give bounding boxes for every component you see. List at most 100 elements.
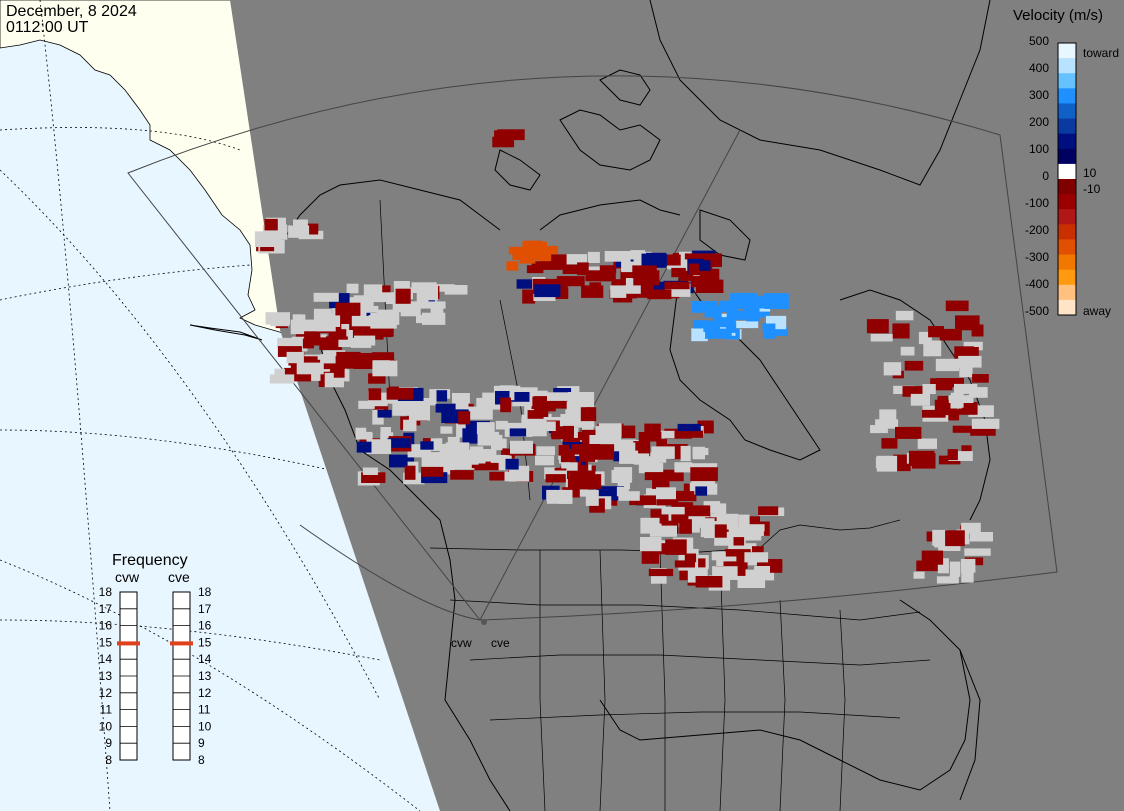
scatter-cell <box>644 423 661 435</box>
scatter-cell <box>945 300 969 312</box>
scatter-cell <box>671 449 683 460</box>
scatter-cell <box>726 310 747 320</box>
scatter-cell <box>928 326 944 338</box>
scatter-cell <box>736 543 757 552</box>
scatter-cell <box>674 560 695 568</box>
frequency-scale-labels: 18 18 17 17 16 16 15 15 14 14 13 13 12 12 11 11 10 10 9 9 8 8 <box>99 585 212 767</box>
freq-scale-label-right: 15 <box>198 635 212 649</box>
scatter-cell <box>875 419 899 429</box>
scatter-cell <box>573 395 586 407</box>
scatter-cell <box>562 264 579 274</box>
scatter-cell <box>518 387 538 397</box>
scatter-cell <box>656 487 676 500</box>
scatter-cell <box>577 262 589 276</box>
legend-tick-label: 300 <box>1029 88 1049 102</box>
scatter-cell <box>351 315 380 327</box>
scatter-cell <box>656 439 667 453</box>
scatter-cell <box>452 393 470 404</box>
scatter-cell <box>269 374 295 384</box>
political-borders <box>379 199 931 811</box>
scatter-cell <box>368 315 393 327</box>
scatter-cell <box>476 422 495 435</box>
scatter-cell <box>936 378 964 388</box>
scatter-cell <box>713 317 736 328</box>
header-time: 0112:00 UT <box>6 19 89 36</box>
scatter-cell <box>644 472 667 481</box>
scatter-cell <box>690 467 718 482</box>
scatter-cell <box>546 495 564 504</box>
scatter-cell <box>678 270 694 281</box>
day-land-alaska <box>0 0 301 336</box>
scatter-cell <box>665 539 687 555</box>
legend-tick-label: -300 <box>1025 250 1049 264</box>
scatter-cell <box>534 413 552 425</box>
legend-color-step <box>1058 73 1076 89</box>
scatter-cell <box>690 275 716 288</box>
scatter-cell <box>969 532 993 542</box>
freq-scale-label-right: 18 <box>198 585 212 599</box>
scatter-cell <box>876 455 898 472</box>
scatter-cell <box>971 418 1000 429</box>
scatter-cell <box>641 253 667 267</box>
scatter-cell <box>638 432 662 442</box>
scatter-cell <box>551 428 574 440</box>
scatter-cell <box>341 333 356 344</box>
scatter-cell <box>937 558 949 574</box>
scatter-cell <box>355 431 373 440</box>
scatter-cell <box>913 571 925 579</box>
scatter-cell <box>506 261 519 271</box>
scatter-cell <box>527 410 549 419</box>
scatter-cell <box>328 329 347 342</box>
freq-scale-label-right: 12 <box>198 686 212 700</box>
legend-color-step <box>1058 254 1076 271</box>
legend-tick-label: -100 <box>1025 196 1049 210</box>
scatter-cell <box>611 442 636 452</box>
freq-scale-label-left: 10 <box>99 719 113 733</box>
scatter-cell <box>421 472 448 484</box>
scatter-cell <box>684 553 697 563</box>
scatter-cell <box>368 388 382 401</box>
scatter-cell <box>960 558 976 573</box>
scatter-cell <box>490 454 506 463</box>
scatter-cell <box>640 537 662 552</box>
scatter-cell <box>444 285 468 295</box>
legend-toward-label: toward <box>1083 46 1119 60</box>
scatter-cell <box>476 397 503 410</box>
legend-color-step <box>1058 284 1076 301</box>
scatter-cell <box>711 551 726 561</box>
scatter-cell <box>587 251 600 263</box>
scatter-cell <box>870 425 888 434</box>
legend-color-step <box>1058 118 1076 135</box>
scatter-cell <box>581 421 594 433</box>
scatter-cell <box>545 474 566 483</box>
scatter-cell <box>939 328 962 341</box>
scatter-cell <box>315 317 326 328</box>
scatter-cell <box>404 465 416 480</box>
scatter-cell <box>652 543 672 552</box>
scatter-cell <box>579 452 596 462</box>
freq-scale-label-left: 9 <box>105 736 112 750</box>
legend-tick-label: -200 <box>1025 223 1049 237</box>
scatter-cell <box>286 351 304 364</box>
scatter-cell <box>963 341 983 351</box>
scatter-cell <box>420 441 434 450</box>
scatter-cell <box>504 471 522 482</box>
scatter-cell <box>450 470 474 480</box>
scatter-cell <box>358 400 375 409</box>
frequency-marker <box>117 641 140 646</box>
scatter-cell <box>629 495 656 506</box>
scatter-cell <box>691 301 718 313</box>
scatter-cell <box>447 436 460 448</box>
legend-tick-label: 400 <box>1029 61 1049 75</box>
scatter-cell <box>356 441 372 453</box>
scatter-cell <box>743 296 768 309</box>
scatter-cell <box>664 428 692 439</box>
scatter-cell <box>681 430 703 438</box>
scatter-cell <box>254 231 281 247</box>
freq-scale-label-left: 17 <box>99 602 113 616</box>
scatter-cell <box>430 438 443 451</box>
scatter-cell <box>621 261 642 273</box>
scatter-cell <box>544 467 557 480</box>
scatter-cell <box>958 355 982 368</box>
scatter-cell <box>505 458 519 470</box>
